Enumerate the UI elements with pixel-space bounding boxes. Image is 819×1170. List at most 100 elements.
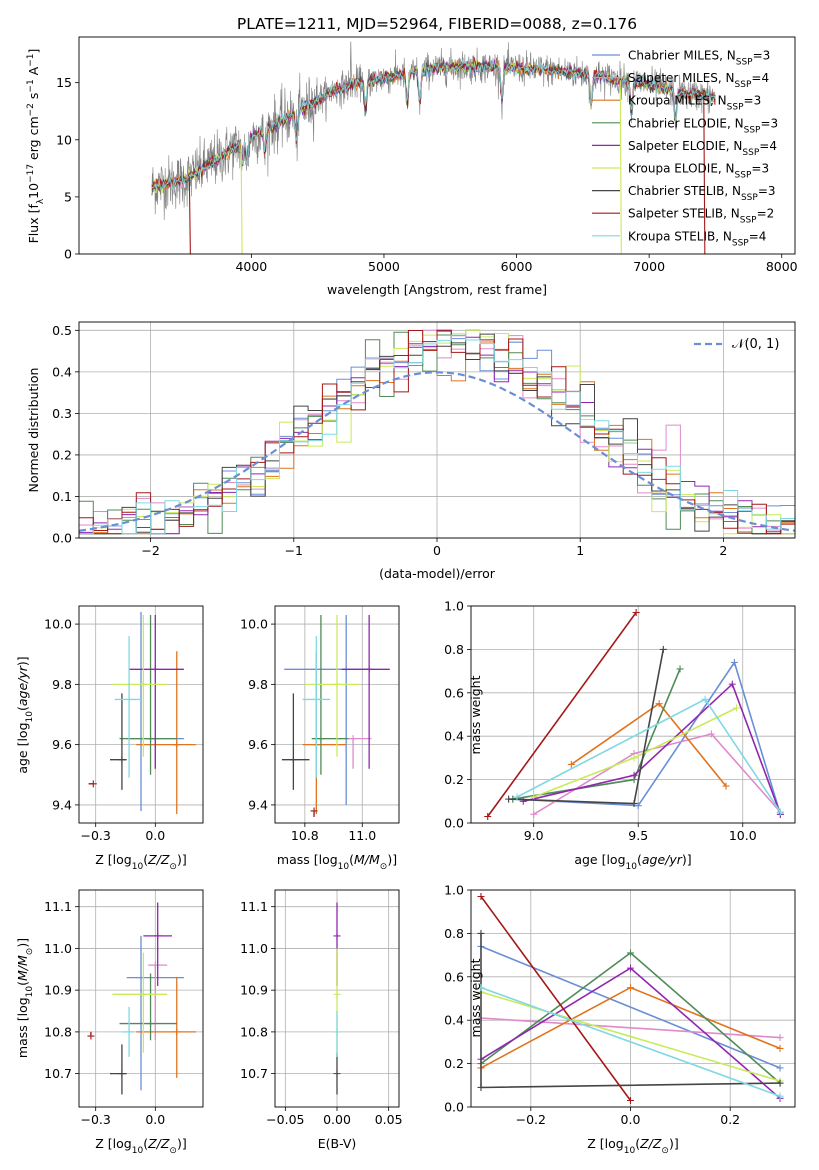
y-tick-label: 11.1 [240, 899, 268, 914]
legend-label: Salpeter STELIB, NSSP=2 [628, 207, 774, 226]
y-tick-label: 10.8 [44, 1024, 72, 1039]
weight-point [730, 658, 738, 666]
data-point [173, 1028, 181, 1036]
weight-point [776, 1034, 784, 1042]
data-point [147, 1020, 155, 1028]
x-tick-label: 8000 [766, 259, 798, 274]
y-tick-label: 0.8 [444, 926, 464, 941]
legend-label: Kroupa STELIB, NSSP=4 [628, 229, 766, 248]
x-tick-label: 11.0 [348, 828, 376, 843]
weight-point [627, 1096, 635, 1104]
weight-line [480, 896, 632, 1101]
weight-point [776, 1064, 784, 1072]
weight-point [477, 1083, 485, 1091]
plot-area-residuals [79, 329, 795, 535]
y-tick-label: 1.0 [444, 883, 464, 898]
axes-frame [78, 36, 796, 255]
y-axis-label: mass weight [468, 675, 483, 754]
weight-point [530, 810, 538, 818]
plot-area-age_vs_Z [88, 612, 196, 814]
weight-point [505, 795, 513, 803]
x-tick-label: 9.0 [524, 828, 544, 843]
x-tick-label: 10.0 [729, 828, 757, 843]
data-point [317, 735, 325, 743]
x-tick-label: 10.8 [291, 828, 319, 843]
histogram-series [79, 333, 795, 535]
x-axis-label: wavelength [Angstrom, rest frame] [327, 282, 547, 297]
weight-point [728, 680, 736, 688]
weight-point [776, 1092, 784, 1100]
weight-point [567, 760, 575, 768]
y-tick-label: 10 [56, 132, 72, 147]
weight-point [701, 695, 709, 703]
data-point [139, 680, 147, 688]
plot-area-weight_vs_Z [477, 893, 784, 1104]
axes-frame [470, 889, 796, 1108]
y-tick-label: 0.4 [444, 729, 464, 744]
x-tick-label: 0.0 [145, 828, 165, 843]
axes-frame [78, 605, 204, 824]
y-tick-label: 10.9 [44, 983, 72, 998]
legend-label: Salpeter MILES, NSSP=4 [628, 71, 769, 90]
weight-line [480, 991, 781, 1082]
x-axis-label: E(B-V) [318, 1136, 357, 1151]
x-tick-label: 9.5 [628, 828, 648, 843]
data-point [87, 1032, 95, 1040]
x-tick-label: 5000 [368, 259, 400, 274]
y-tick-label: 0.6 [444, 969, 464, 984]
y-tick-label: 5 [64, 189, 72, 204]
y-tick-label: 9.8 [52, 677, 72, 692]
weight-point [655, 700, 663, 708]
weight-point [776, 808, 784, 816]
weight-point [630, 799, 638, 807]
weight-line [508, 649, 665, 805]
spectrum-model-line [151, 58, 716, 191]
data-point [139, 990, 147, 998]
x-tick-label: 0.00 [323, 1112, 351, 1127]
data-point [365, 665, 373, 673]
x-tick-label: −2 [141, 543, 159, 558]
weight-point [477, 893, 485, 901]
x-axis-label: Z [log10(Z/Z⊙)] [95, 1136, 186, 1156]
spectrum-spike [349, 41, 352, 83]
legend-label: Salpeter ELODIE, NSSP=4 [628, 139, 777, 158]
y-tick-label: 0.5 [52, 323, 72, 338]
weight-line [516, 698, 782, 813]
y-tick-label: 0.0 [52, 531, 72, 546]
x-tick-label: −1 [285, 543, 303, 558]
x-tick-label: 6000 [501, 259, 533, 274]
x-tick-label: 0.0 [621, 1112, 641, 1127]
axes-age_vs_mass: 10.8 11.0 9.4 9.6 9.8 10.0 mass [log10(M/M⊙)] [240, 605, 400, 872]
data-point [333, 1028, 341, 1036]
plot-area-mass_vs_Z [87, 902, 196, 1095]
spectrum-feature [240, 143, 244, 254]
plot-area-age_vs_mass [281, 615, 390, 817]
x-tick-label: −0.2 [516, 1112, 546, 1127]
axes-spectrum: 4000 5000 6000 7000 8000 0 5 10 15 wavelength [An… [26, 36, 798, 297]
histogram-series [79, 329, 795, 535]
weight-point [634, 802, 642, 810]
spectrum-feature [619, 80, 623, 254]
y-tick-label: 10.0 [44, 617, 72, 632]
y-tick-label: 0.8 [444, 642, 464, 657]
axes-residuals: −2 −1 0 1 2 0.0 0.1 0.2 0.3 0.4 0.5 (data-model)/er… [26, 321, 796, 581]
y-tick-label: 0.2 [52, 447, 72, 462]
weight-line [480, 1017, 781, 1039]
y-tick-label: 11.0 [240, 941, 268, 956]
reference-normal-curve [79, 371, 795, 532]
y-tick-label: 9.4 [52, 797, 72, 812]
weight-point [477, 929, 485, 937]
weight-point [676, 665, 684, 673]
weight-point [484, 812, 492, 820]
x-axis-label: Z [log10(Z/Z⊙)] [95, 852, 186, 872]
weight-line [533, 733, 781, 815]
weight-point [776, 1079, 784, 1087]
legend-label: Chabrier MILES, NSSP=3 [628, 49, 770, 68]
weight-point [722, 782, 730, 790]
weight-point [776, 1044, 784, 1052]
y-tick-label: 9.4 [248, 797, 268, 812]
data-point [333, 932, 341, 940]
axes-mass_vs_Z: −0.3 0.0 10.7 10.8 10.9 11.0 11.1 Z [log10(Z/Z⊙… [15, 889, 204, 1156]
y-tick-label: 0 [64, 247, 72, 262]
axes-frame [274, 605, 400, 824]
